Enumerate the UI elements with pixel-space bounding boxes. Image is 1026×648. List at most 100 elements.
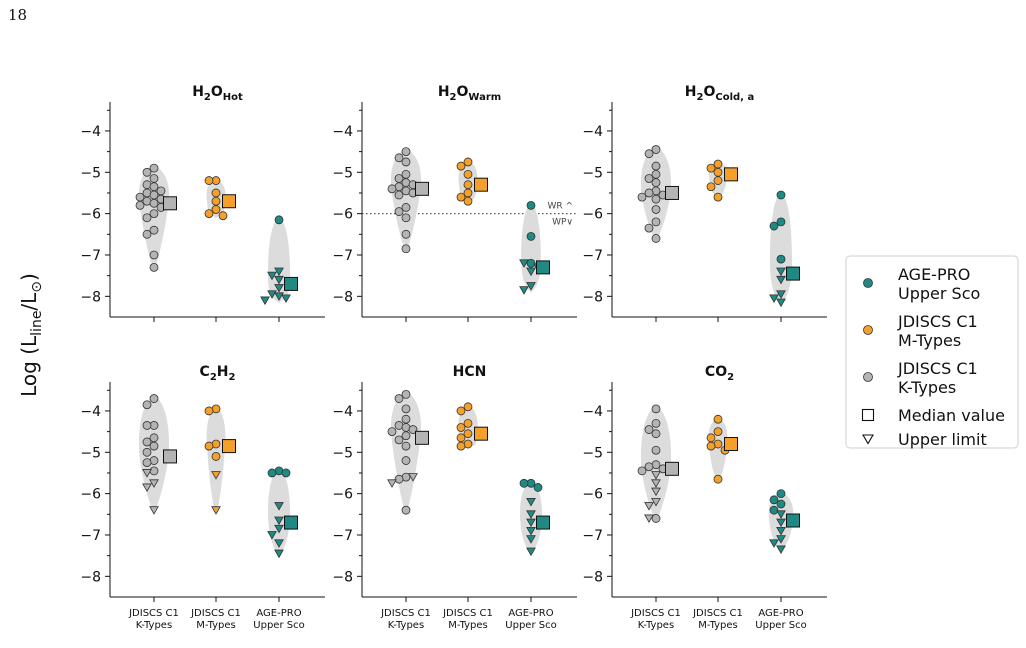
panel-title: HCN — [453, 364, 487, 380]
legend-box — [845, 255, 1019, 449]
data-point — [135, 192, 145, 202]
data-point — [776, 254, 786, 264]
data-point — [142, 229, 152, 239]
x-tick-label: K-Types — [136, 620, 172, 631]
data-point — [149, 225, 159, 235]
reference-label: WP∨ — [552, 218, 573, 228]
y-tick-label: −7 — [582, 528, 603, 544]
data-point — [218, 211, 228, 221]
data-point — [651, 514, 661, 523]
y-tick-label: −4 — [582, 404, 603, 420]
data-point — [401, 431, 411, 441]
data-point — [149, 190, 159, 200]
panel-title: H2OCold, a — [685, 84, 754, 103]
x-tick-label: JDISCS C1 — [380, 608, 431, 619]
x-tick-label: AGE-PRO — [508, 608, 553, 619]
data-point — [769, 505, 779, 515]
data-point — [211, 196, 221, 206]
data-point — [706, 163, 716, 173]
y-tick-label: −7 — [332, 248, 353, 264]
x-tick-label: AGE-PRO — [256, 608, 301, 619]
data-point — [463, 188, 473, 198]
median-marker — [284, 515, 298, 530]
data-point — [401, 169, 411, 179]
data-point — [211, 188, 221, 198]
page-number: 18 — [8, 6, 28, 24]
data-point — [401, 404, 411, 414]
data-point — [204, 441, 214, 451]
y-tick-label: −5 — [332, 165, 353, 181]
y-tick-label: −5 — [582, 165, 603, 181]
legend-label: AGE-PRO — [898, 265, 970, 284]
data-point — [651, 404, 661, 414]
data-point — [149, 433, 159, 443]
panel-title: H2OWarm — [438, 84, 501, 103]
median-marker — [665, 461, 679, 476]
upper-limit-point — [267, 531, 277, 540]
chart-panel: H2OHot −4 −5 −6 −7 −8 — [80, 84, 325, 322]
panel-title: C2H2 — [200, 364, 236, 383]
upper-limit-point — [776, 518, 786, 528]
upper-limit-point — [644, 514, 654, 524]
data-point — [394, 435, 404, 445]
data-point — [651, 145, 661, 154]
data-point — [637, 466, 647, 476]
median-marker — [284, 276, 298, 291]
y-tick-label: −5 — [332, 445, 353, 461]
upper-limit-point — [149, 479, 159, 488]
data-point — [651, 178, 661, 188]
data-point — [149, 250, 159, 260]
data-point — [644, 188, 654, 198]
upper-limit-point — [142, 469, 152, 478]
data-point — [463, 157, 473, 167]
y-tick-label: −5 — [582, 445, 603, 461]
x-tick-label: AGE-PRO — [758, 608, 803, 619]
upper-limit-point — [211, 506, 221, 515]
chart-panel: H2OCold, a −4 −5 −6 −7 −8 — [582, 84, 827, 322]
upper-limit-point — [274, 516, 284, 526]
median-marker — [163, 449, 177, 464]
data-point — [142, 421, 152, 430]
median-marker — [474, 177, 488, 192]
y-tick-label: −4 — [332, 124, 353, 140]
upper-limit-point — [274, 275, 284, 285]
upper-limit-point — [526, 498, 536, 507]
data-point — [394, 153, 404, 163]
x-tick-label: JDISCS C1 — [692, 608, 743, 619]
median-marker — [665, 185, 679, 200]
upper-limit-point — [519, 286, 529, 295]
upper-limit-point — [274, 549, 284, 559]
legend-label: JDISCS C1 — [897, 312, 978, 331]
y-tick-label: −4 — [80, 124, 101, 140]
data-point — [401, 203, 411, 212]
legend-marker — [863, 372, 873, 382]
data-point — [637, 192, 647, 202]
data-point — [463, 402, 473, 412]
data-point — [644, 462, 654, 472]
data-point — [267, 468, 277, 478]
legend-label: Median value — [898, 406, 1005, 425]
data-point — [204, 176, 214, 185]
upper-limit-point — [776, 267, 786, 277]
upper-limit-point — [526, 547, 536, 557]
y-axis-label: Log (Lline/L⊙) — [17, 273, 45, 397]
upper-limit-point — [776, 298, 786, 308]
x-tick-label: K-Types — [638, 620, 674, 631]
data-point — [394, 394, 404, 403]
upper-limit-point — [267, 271, 277, 281]
data-point — [463, 429, 473, 439]
data-point — [401, 157, 411, 167]
data-point — [456, 441, 466, 451]
data-point — [713, 427, 723, 437]
y-tick-label: −6 — [80, 207, 101, 223]
y-tick-label: −8 — [332, 289, 353, 305]
data-point — [204, 209, 214, 219]
upper-limit-point — [776, 275, 786, 285]
upper-limit-point — [142, 483, 152, 493]
median-marker — [536, 260, 550, 275]
data-point — [401, 456, 411, 465]
y-tick-label: −5 — [80, 165, 101, 181]
x-tick-label: K-Types — [388, 620, 424, 631]
